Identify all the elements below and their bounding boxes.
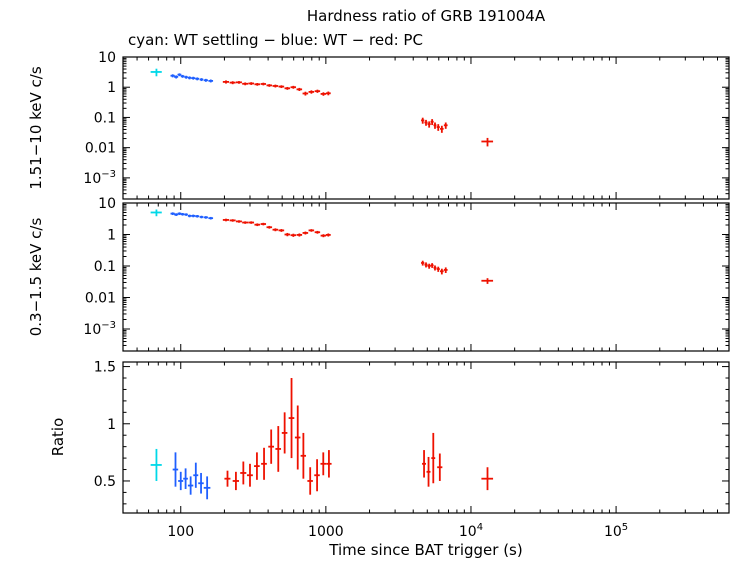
chart-title: Hardness ratio of GRB 191004A <box>306 7 546 25</box>
svg-text:1: 1 <box>107 227 116 243</box>
svg-text:1.5: 1.5 <box>94 360 116 376</box>
svg-text:0.01: 0.01 <box>85 290 116 306</box>
svg-text:104: 104 <box>459 522 483 540</box>
svg-text:10−3: 10−3 <box>83 320 116 338</box>
svg-text:0.5: 0.5 <box>94 474 116 490</box>
svg-text:0.01: 0.01 <box>85 141 116 157</box>
svg-text:105: 105 <box>604 522 628 540</box>
svg-text:1000: 1000 <box>308 524 344 540</box>
svg-text:100: 100 <box>167 524 194 540</box>
x-axis-label: Time since BAT trigger (s) <box>329 541 523 559</box>
svg-text:10: 10 <box>98 50 116 66</box>
svg-text:0.1: 0.1 <box>94 110 116 126</box>
chart-legend-line: cyan: WT settling − blue: WT − red: PC <box>128 31 423 49</box>
svg-text:1: 1 <box>107 417 116 433</box>
svg-text:10: 10 <box>98 196 116 212</box>
svg-text:10−3: 10−3 <box>83 169 116 187</box>
svg-text:1: 1 <box>107 80 116 96</box>
svg-text:0.1: 0.1 <box>94 259 116 275</box>
